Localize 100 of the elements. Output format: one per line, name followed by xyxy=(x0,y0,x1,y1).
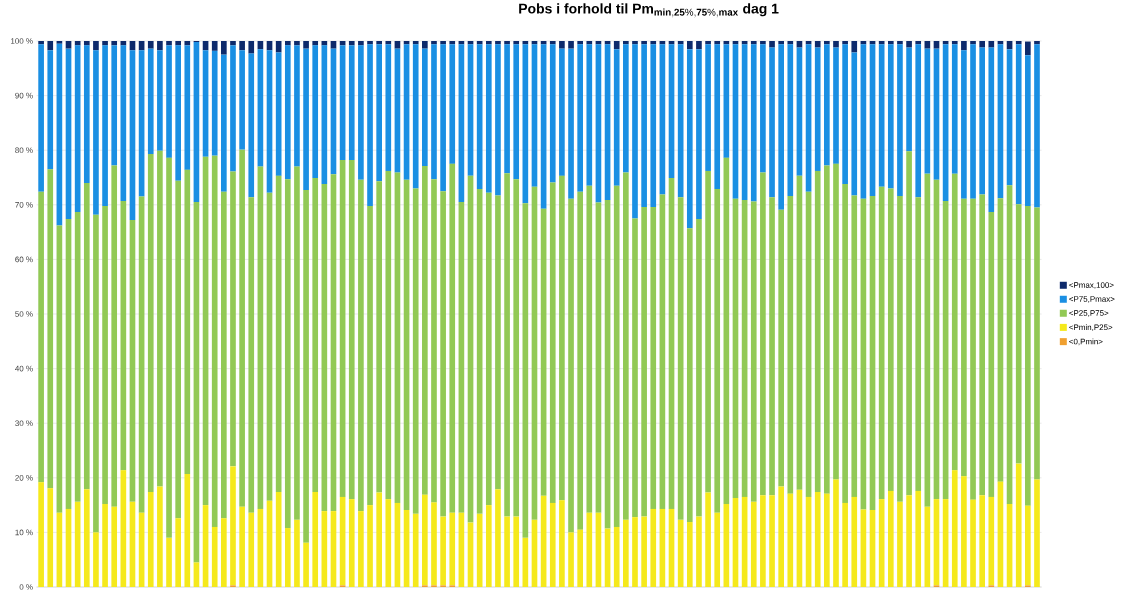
bar xyxy=(842,44,848,184)
bar xyxy=(193,562,200,587)
bar xyxy=(175,518,181,587)
bar xyxy=(906,40,912,48)
bar xyxy=(1015,44,1022,205)
bar xyxy=(248,53,255,197)
bar xyxy=(1034,44,1040,208)
bar xyxy=(93,40,99,51)
bar xyxy=(367,205,373,505)
bar xyxy=(696,218,702,517)
bar xyxy=(312,491,319,587)
bar xyxy=(184,45,191,170)
bar xyxy=(842,183,848,503)
bar xyxy=(38,44,44,192)
bar xyxy=(851,496,858,587)
bar xyxy=(230,45,236,172)
bar xyxy=(1025,505,1031,586)
bar xyxy=(367,40,373,45)
bar xyxy=(824,165,830,494)
bar xyxy=(495,195,501,490)
bar xyxy=(915,197,922,491)
bar xyxy=(549,182,556,503)
bar xyxy=(650,44,657,207)
bar xyxy=(961,50,967,199)
bar xyxy=(760,172,766,496)
bar xyxy=(239,149,245,507)
bar xyxy=(705,492,711,587)
bar xyxy=(65,40,72,49)
bar xyxy=(47,169,54,489)
bar xyxy=(760,44,766,173)
bar xyxy=(1015,463,1022,587)
bar xyxy=(851,40,858,53)
bar xyxy=(650,508,657,587)
bar xyxy=(303,189,309,543)
bar xyxy=(412,44,419,189)
bar xyxy=(851,195,858,497)
bar xyxy=(1015,204,1022,464)
bar xyxy=(83,40,90,46)
bar xyxy=(348,45,355,160)
bar xyxy=(485,44,492,193)
bar xyxy=(348,498,355,587)
bar xyxy=(166,537,172,587)
bar xyxy=(376,181,382,493)
bar xyxy=(897,195,903,502)
bar xyxy=(93,50,99,215)
bar xyxy=(284,527,291,587)
bar xyxy=(184,40,191,46)
bar xyxy=(330,40,337,49)
bar xyxy=(294,166,300,520)
bar xyxy=(495,44,501,196)
bar xyxy=(559,500,565,587)
bar xyxy=(431,502,437,586)
bar xyxy=(358,40,364,46)
bar xyxy=(1015,40,1022,45)
bar xyxy=(851,52,858,196)
bar xyxy=(147,40,154,49)
bar xyxy=(568,48,574,199)
bar xyxy=(906,47,912,152)
bar xyxy=(504,40,510,45)
bar xyxy=(623,172,629,520)
bar xyxy=(47,50,54,170)
bar xyxy=(750,201,757,502)
bar xyxy=(650,206,657,509)
bar xyxy=(814,40,821,48)
bar xyxy=(248,197,255,513)
bar xyxy=(93,532,99,587)
bar xyxy=(294,40,300,46)
bar xyxy=(623,519,629,587)
bar xyxy=(47,488,54,587)
bar xyxy=(394,40,401,49)
bar xyxy=(750,40,757,45)
bar xyxy=(887,490,894,587)
bar xyxy=(449,40,456,45)
bar xyxy=(38,191,44,483)
bar xyxy=(796,40,803,48)
bar xyxy=(431,178,437,503)
bar xyxy=(577,40,583,45)
bar xyxy=(1034,40,1040,45)
bar xyxy=(513,44,520,179)
bar xyxy=(440,516,446,586)
bar xyxy=(970,198,976,500)
bar xyxy=(686,521,693,587)
bar xyxy=(1034,479,1040,587)
bar xyxy=(485,40,492,45)
bar xyxy=(102,205,108,504)
bar xyxy=(915,40,922,45)
bar xyxy=(504,516,510,587)
bar xyxy=(175,40,181,46)
bar xyxy=(284,178,291,528)
bar xyxy=(586,44,593,186)
bar xyxy=(696,40,702,50)
bar xyxy=(769,495,775,587)
bar xyxy=(568,40,574,49)
bar xyxy=(696,49,702,219)
bar xyxy=(714,44,721,189)
bar xyxy=(175,180,181,519)
bar xyxy=(559,48,565,176)
bar xyxy=(56,40,63,44)
bar xyxy=(83,45,90,183)
bar xyxy=(102,45,108,206)
